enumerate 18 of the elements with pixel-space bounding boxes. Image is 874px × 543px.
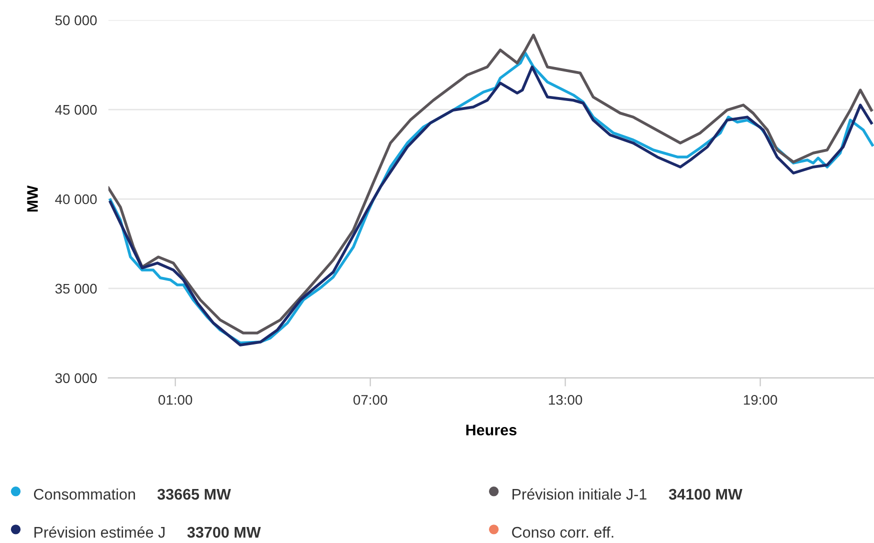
y-tick-label: 45 000 (55, 104, 97, 115)
y-tick-label: 50 000 (55, 15, 97, 26)
x-tick-label: 13:00 (548, 394, 582, 405)
y-tick-label: 35 000 (55, 284, 97, 294)
y-tick-label: 30 000 (55, 373, 97, 384)
text: 34100 MW (668, 488, 742, 500)
y-axis-title: MW (27, 185, 38, 212)
legend-label: Prévision initiale J-1 (512, 488, 646, 500)
legend-label: Prévision estimée J (34, 526, 165, 538)
x-tick-label: 07:00 (353, 394, 388, 405)
x-tick-label: 01:00 (158, 394, 192, 405)
legend-label: Consommation (34, 488, 135, 500)
x-axis-title: Heures (466, 424, 516, 436)
y-tick-label: 40 000 (55, 194, 97, 204)
x-tick-label: 19:00 (744, 394, 778, 405)
legend-label: Conso corr. eff. (512, 526, 614, 538)
text: 33700 MW (187, 526, 261, 538)
text: 33665 MW (157, 488, 231, 500)
